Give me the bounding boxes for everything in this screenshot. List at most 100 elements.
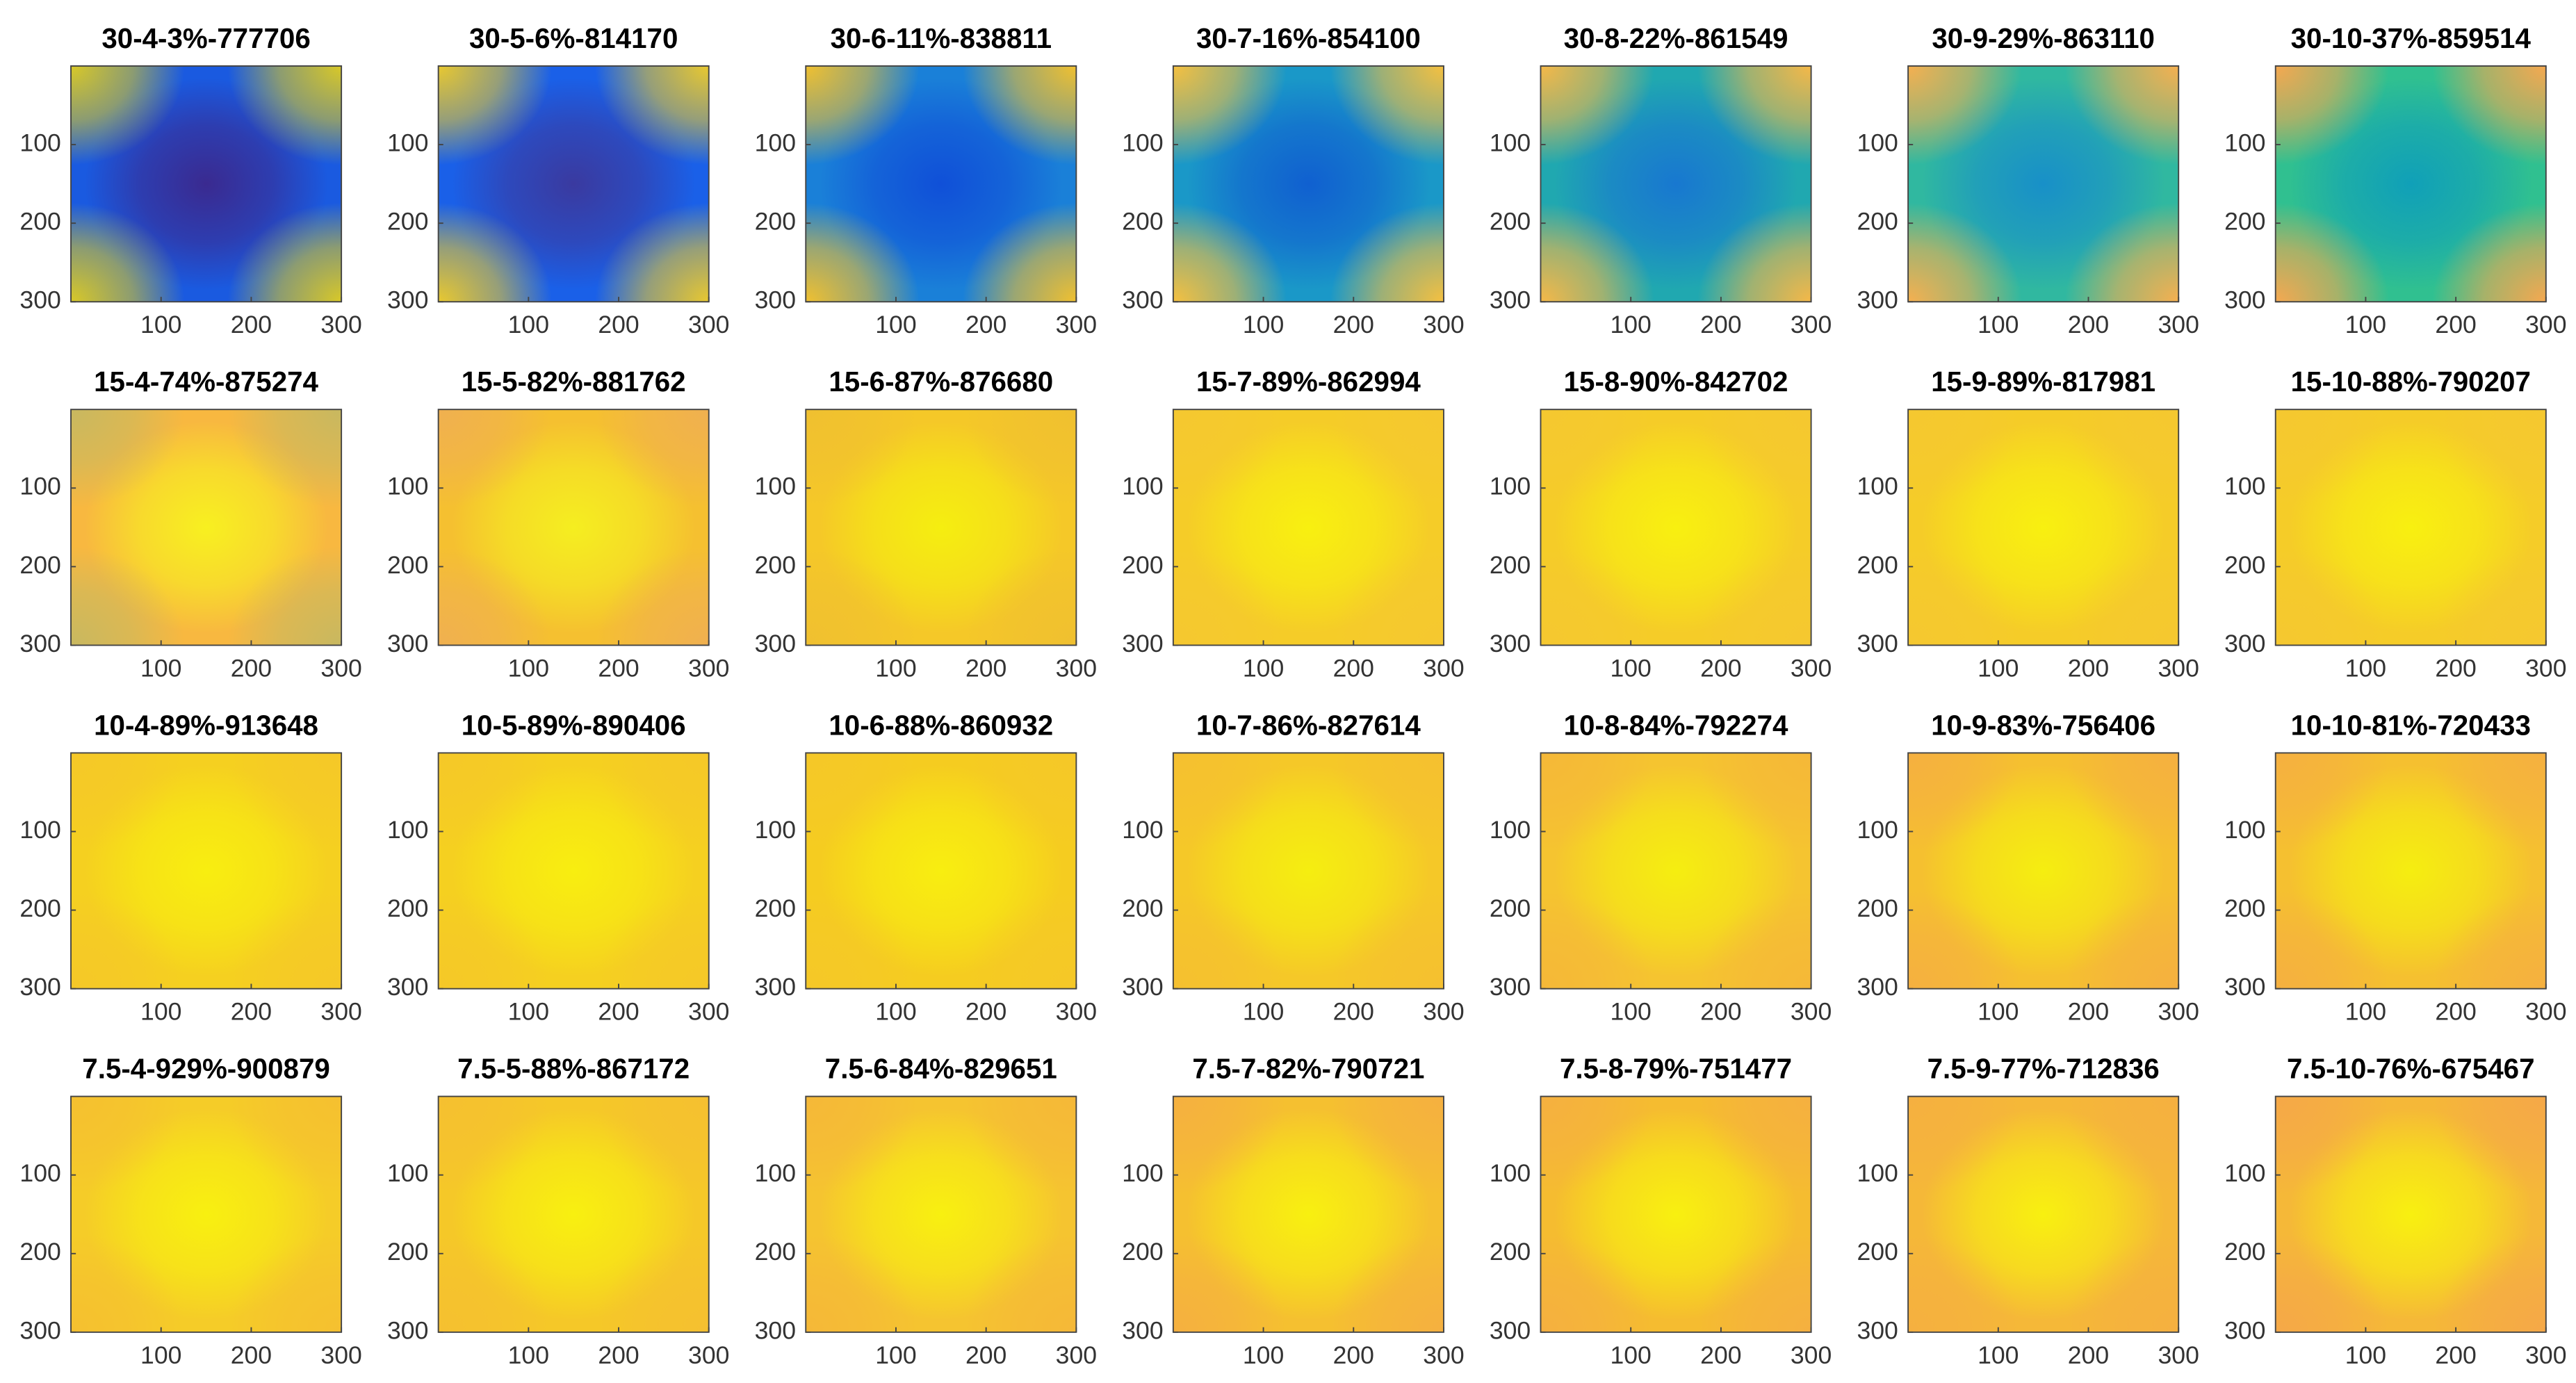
x-tick-label: 100: [1610, 654, 1651, 682]
y-tick-label: 300: [755, 286, 796, 314]
y-tick-label: 200: [1122, 208, 1163, 236]
x-tick-label: 300: [320, 998, 361, 1026]
heatmap-corner: [595, 753, 709, 852]
heatmap-image: [438, 1096, 709, 1332]
y-tick-label: 300: [19, 1316, 60, 1344]
heatmap-image: [806, 65, 1077, 302]
panel: 30-8-22%-861549 100 200 300 100 200 300: [1490, 22, 1832, 338]
x-tick-label: 300: [688, 1341, 729, 1369]
panel-title: 7.5-8-79%-751477: [1560, 1052, 1792, 1084]
y-tick-label: 300: [755, 630, 796, 657]
heatmap-corner: [595, 65, 709, 165]
heatmap-corner: [2064, 202, 2179, 302]
heatmap-corner: [2275, 753, 2390, 852]
y-tick-label: 300: [387, 1316, 428, 1344]
x-tick-label: 100: [508, 998, 549, 1026]
heatmap-corner: [2275, 1233, 2390, 1332]
y-tick-label: 100: [387, 129, 428, 156]
heatmap-corner: [1330, 890, 1444, 989]
panel-title: 15-7-89%-862994: [1196, 366, 1421, 398]
panel-title: 30-5-6%-814170: [469, 22, 678, 54]
heatmap-corner: [227, 65, 342, 165]
panel-title: 15-6-87%-876680: [829, 366, 1053, 398]
heatmap-corner: [2432, 409, 2546, 509]
heatmap-corner: [71, 753, 185, 852]
x-tick-label: 300: [2525, 998, 2566, 1026]
y-tick-label: 100: [1857, 129, 1898, 156]
x-tick-label: 100: [1243, 998, 1284, 1026]
y-tick-label: 200: [755, 894, 796, 922]
y-tick-label: 100: [19, 473, 60, 500]
heatmap-corner: [1330, 409, 1444, 509]
y-tick-label: 300: [1122, 630, 1163, 657]
heatmap-corner: [2064, 65, 2179, 165]
panel: 15-7-89%-862994 100 200 300 100 200 300: [1122, 366, 1464, 682]
y-tick-label: 200: [2224, 208, 2265, 236]
axes-frame: [1172, 409, 1444, 646]
y-tick-label: 200: [755, 208, 796, 236]
heatmap-corner: [438, 1096, 553, 1196]
x-tick-label: 300: [1791, 654, 1832, 682]
y-tick-label: 100: [1857, 816, 1898, 844]
x-tick-label: 300: [1423, 998, 1464, 1026]
y-tick-label: 100: [1490, 1159, 1531, 1187]
heatmap-image: [438, 753, 709, 989]
y-tick-label: 200: [387, 208, 428, 236]
heatmap-corner: [1330, 546, 1444, 646]
heatmap-corner: [2432, 546, 2546, 646]
x-tick-label: 300: [1056, 311, 1097, 338]
heatmap-corner: [595, 890, 709, 989]
x-tick-label: 200: [965, 998, 1006, 1026]
panel: 30-4-3%-777706 100 200 300 100 200 300: [19, 22, 361, 338]
axes-frame: [805, 409, 1077, 646]
heatmap-corner: [438, 65, 553, 165]
heatmap-image: [438, 65, 709, 302]
x-tick-label: 200: [598, 1341, 639, 1369]
panel-title: 10-4-89%-913648: [94, 709, 318, 741]
x-tick-label: 100: [140, 311, 181, 338]
y-tick-label: 100: [387, 816, 428, 844]
y-tick-label: 300: [1490, 973, 1531, 1001]
heatmap-corner: [1697, 202, 1811, 302]
heatmap-corner: [1908, 1233, 2022, 1332]
x-tick-label: 100: [140, 1341, 181, 1369]
heatmap-corner: [595, 1096, 709, 1196]
heatmap-corner: [71, 546, 185, 646]
panel-title: 30-8-22%-861549: [1564, 22, 1788, 54]
y-tick-label: 300: [755, 1316, 796, 1344]
heatmap-corner: [1330, 202, 1444, 302]
panel: 7.5-8-79%-751477 100 200 300 100 200 300: [1490, 1052, 1832, 1368]
heatmap-corner: [1697, 409, 1811, 509]
heatmap-image: [1908, 753, 2179, 989]
heatmap-corner: [595, 409, 709, 509]
x-tick-label: 100: [1610, 998, 1651, 1026]
heatmap-corner: [227, 753, 342, 852]
x-tick-label: 200: [231, 311, 272, 338]
heatmap-corner: [71, 202, 185, 302]
heatmap-image: [1908, 409, 2179, 646]
x-tick-label: 200: [2435, 311, 2476, 338]
panel: 7.5-6-84%-829651 100 200 300 100 200 300: [755, 1052, 1097, 1368]
heatmap-image: [806, 753, 1077, 989]
x-tick-label: 200: [2435, 1341, 2476, 1369]
x-tick-label: 200: [2435, 998, 2476, 1026]
panel: 10-9-83%-756406 100 200 300 100 200 300: [1857, 709, 2199, 1025]
axes-frame: [1540, 409, 1812, 646]
panel: 15-5-82%-881762 100 200 300 100 200 300: [387, 366, 729, 682]
x-tick-label: 300: [688, 998, 729, 1026]
panel: 10-10-81%-720433 100 200 300 100 200 300: [2224, 709, 2566, 1026]
x-tick-label: 100: [508, 1341, 549, 1369]
y-tick-label: 100: [755, 1159, 796, 1187]
heatmap-image: [2275, 409, 2546, 646]
y-tick-label: 300: [19, 286, 60, 314]
y-tick-label: 100: [1857, 1159, 1898, 1187]
heatmap-corner: [227, 546, 342, 646]
x-tick-label: 100: [2345, 998, 2386, 1026]
axes-frame: [1172, 752, 1444, 990]
y-tick-label: 300: [19, 630, 60, 657]
heatmap-corner: [2275, 202, 2390, 302]
panel: 30-7-16%-854100 100 200 300 100 200 300: [1122, 22, 1464, 338]
panel-title: 15-9-89%-817981: [1931, 366, 2155, 398]
heatmap-corner: [962, 753, 1077, 852]
